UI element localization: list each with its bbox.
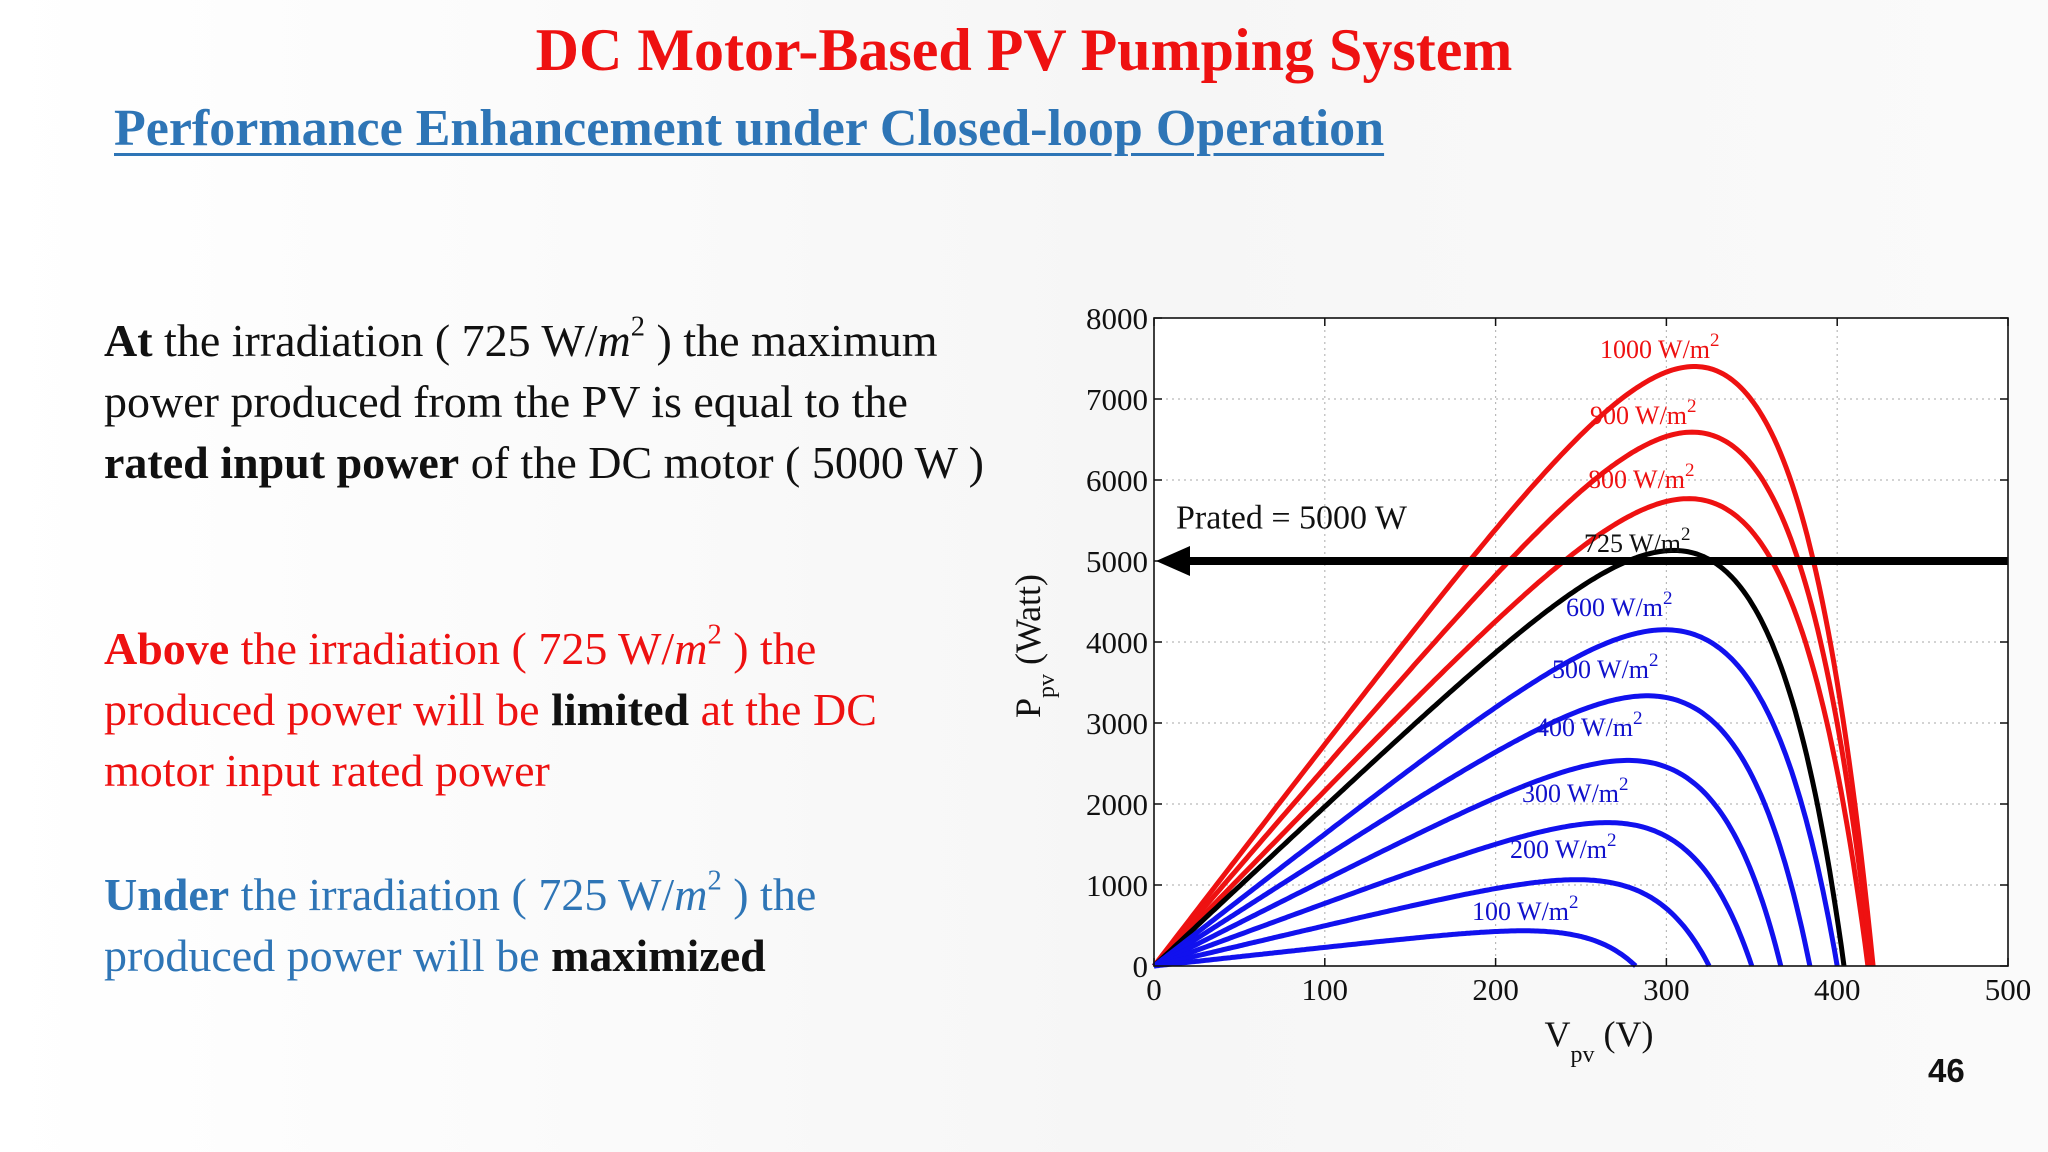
para1-text-b: ) the maximum power produced from the PV…	[104, 315, 938, 427]
para2-text-a: the irradiation ( 725 W/	[229, 623, 675, 674]
para3-emphasis: maximized	[551, 930, 766, 981]
para2-text-b: ) the produced power will be	[104, 623, 817, 735]
series-label-9: 200 W/m2	[1510, 830, 1617, 864]
series-label-6: 500 W/m2	[1552, 650, 1659, 684]
series-line-9	[1153, 877, 1712, 969]
series-line-8	[1153, 820, 1755, 969]
y-axis-label: Ppv (Watt)	[1008, 574, 1060, 718]
series-label-5: 600 W/m2	[1566, 588, 1673, 622]
para3-unit-m: m	[674, 869, 708, 920]
y-tick-label-5000: 5000	[1086, 544, 1148, 579]
para1-unit-sup: 2	[630, 311, 646, 343]
series-label-7: 400 W/m2	[1536, 708, 1643, 742]
series-line-4	[1152, 547, 1847, 968]
para2-lead: Above	[104, 623, 230, 674]
para3-text-b: ) the produced power will be	[104, 869, 817, 981]
x-tick-label-0: 0	[1146, 972, 1162, 1007]
x-axis-label: Vpv (V)	[1545, 1014, 1654, 1068]
y-tick-label-7000: 7000	[1086, 382, 1148, 417]
plot-frame	[1153, 317, 2009, 967]
paragraph-under-irradiation: Under the irradiation ( 725 W/m2 ) the p…	[104, 864, 984, 986]
series-label-4: 725 W/m2	[1584, 524, 1691, 558]
series-line-10	[1153, 928, 1638, 969]
para2-unit-m: m	[674, 623, 708, 674]
slide-title: DC Motor-Based PV Pumping System	[0, 10, 2048, 90]
rated-power-arrowhead	[1156, 546, 1190, 576]
para1-unit-m: m	[597, 315, 631, 366]
para1-lead: At	[104, 315, 153, 366]
series-line-3	[1152, 496, 1871, 968]
y-tick-label-3000: 3000	[1086, 706, 1148, 741]
page-number: 46	[1928, 1052, 1965, 1089]
y-tick-label-6000: 6000	[1086, 463, 1148, 498]
series-label-2: 900 W/m2	[1590, 396, 1697, 430]
para1-text-c: of the DC motor ( 5000 W )	[459, 437, 984, 488]
series-label-1: 1000 W/m2	[1600, 330, 1720, 364]
para2-unit-sup: 2	[707, 619, 722, 651]
y-tick-label-2000: 2000	[1086, 787, 1148, 822]
y-tick-label-1000: 1000	[1086, 868, 1148, 903]
series-label-3: 800 W/m2	[1588, 460, 1695, 494]
paragraph-at-irradiation: At the irradiation ( 725 W/m2 ) the maxi…	[104, 310, 984, 493]
x-tick-label-200: 200	[1472, 972, 1519, 1007]
series-line-6	[1152, 693, 1813, 969]
series-line-1	[1152, 364, 1876, 968]
paragraph-above-irradiation: Above the irradiation ( 725 W/m2 ) the p…	[104, 618, 984, 801]
para3-text-a: the irradiation ( 725 W/	[229, 869, 675, 920]
rated-power-annotation: Prated = 5000 W	[1176, 500, 1408, 537]
para1-text-a: the irradiation ( 725 W/	[152, 315, 598, 366]
x-tick-label-400: 400	[1814, 972, 1861, 1007]
para3-lead: Under	[104, 869, 230, 920]
para1-emphasis: rated input power	[104, 437, 460, 488]
series-label-8: 300 W/m2	[1522, 774, 1629, 808]
slide-subtitle: Performance Enhancement under Closed-loo…	[114, 100, 1385, 157]
y-tick-label-0: 0	[1133, 949, 1149, 984]
para3-unit-sup: 2	[707, 865, 722, 897]
x-tick-label-100: 100	[1302, 972, 1349, 1007]
series-line-5	[1152, 627, 1840, 968]
para2-text-c: at the DC motor input rated power	[104, 684, 877, 796]
x-tick-label-300: 300	[1643, 972, 1690, 1007]
para2-emphasis: limited	[551, 684, 690, 735]
series-label-10: 100 W/m2	[1472, 892, 1579, 926]
y-tick-label-8000: 8000	[1086, 301, 1148, 336]
y-tick-label-4000: 4000	[1086, 625, 1148, 660]
x-tick-label-500: 500	[1985, 972, 2032, 1007]
slide-title-text: DC Motor-Based PV Pumping System	[535, 17, 1513, 83]
series-line-7	[1152, 757, 1784, 969]
